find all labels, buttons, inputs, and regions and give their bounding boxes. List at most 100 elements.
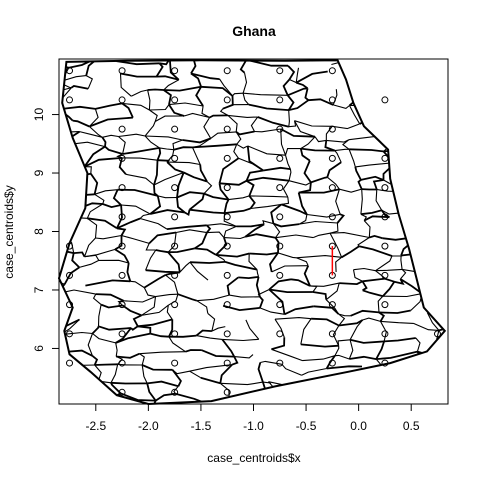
boundary-segment (145, 135, 183, 141)
centroid-point (381, 184, 389, 192)
boundary-segment (358, 245, 393, 257)
boundary-segment (229, 409, 247, 416)
boundary-segment (168, 104, 185, 117)
boundary-segment (42, 272, 50, 278)
boundary-segment (441, 378, 445, 384)
boundary-segment (222, 95, 234, 110)
boundary-segment (143, 274, 166, 289)
centroid-point (223, 154, 231, 162)
boundary-segment (121, 102, 134, 118)
boundary-segment (248, 195, 256, 210)
boundary-segment (199, 164, 208, 182)
boundary-segment (65, 349, 93, 357)
boundary-segment (189, 364, 233, 372)
boundary-segment (59, 87, 72, 98)
boundary-segment (280, 128, 287, 156)
boundary-segment (259, 296, 264, 309)
x-axis: -2.5 -2.0 -1.5 -1.0 -0.5 0.0 0.5 (85, 403, 420, 433)
boundary-segment (194, 232, 208, 250)
boundary-segment (300, 136, 316, 150)
boundary-segment (229, 294, 260, 298)
boundary-segment (357, 237, 370, 247)
boundary-segment (256, 269, 260, 278)
boundary-segment (288, 120, 297, 128)
boundary-segment (206, 224, 212, 234)
boundary-segment (166, 161, 184, 174)
boundary-segment (326, 176, 340, 190)
boundary-segment (457, 355, 465, 373)
boundary-segment (246, 180, 255, 197)
boundary-segment (401, 181, 407, 192)
boundary-segment (153, 171, 184, 186)
boundary-segment (47, 406, 73, 415)
boundary-segment (308, 98, 334, 106)
boundary-segment (84, 248, 116, 258)
boundary-segment (34, 124, 53, 133)
boundary-segment (287, 408, 297, 413)
boundary-segment (59, 334, 67, 353)
boundary-segment (130, 325, 139, 331)
boundary-segment (404, 148, 445, 157)
boundary-segment (163, 89, 172, 105)
boundary-segment (301, 367, 327, 376)
boundary-segment (364, 85, 386, 98)
boundary-segment (281, 203, 308, 216)
boundary-segment (116, 204, 123, 229)
boundary-segment (357, 74, 384, 81)
boundary-segment (116, 60, 160, 66)
boundary-segment (350, 309, 380, 317)
boundary-segment (288, 169, 292, 181)
boundary-segment (348, 149, 356, 168)
boundary-segment (462, 381, 467, 402)
boundary-segment (97, 380, 103, 402)
boundary-segment (401, 190, 445, 200)
boundary-segment (277, 252, 297, 259)
y-tick-label: 10 (32, 108, 46, 122)
boundary-segment (329, 222, 339, 234)
boundary-segment (401, 201, 434, 214)
boundary-segment (334, 150, 342, 163)
boundary-segment (441, 372, 445, 377)
boundary-segment (59, 87, 72, 110)
boundary-segment (353, 267, 376, 272)
boundary-segment (144, 121, 156, 137)
boundary-segment (284, 155, 291, 170)
boundary-segment (338, 313, 346, 326)
boundary-segment (394, 278, 405, 286)
centroid-point (223, 388, 231, 396)
boundary-segment (348, 136, 392, 141)
boundary-segment (427, 293, 438, 314)
boundary-segment (269, 252, 279, 273)
boundary-segment (84, 166, 92, 174)
boundary-segment (439, 339, 445, 344)
centroid-point (118, 388, 126, 396)
boundary-segment (104, 145, 123, 155)
boundary-segment (363, 220, 371, 238)
boundary-segment (95, 234, 122, 240)
boundary-segment (116, 352, 140, 359)
boundary-segment (399, 278, 423, 295)
boundary-segment (210, 131, 237, 139)
boundary-segment (177, 293, 198, 302)
boundary-segment (33, 249, 42, 272)
centroid-point (223, 359, 231, 367)
boundary-segment (405, 115, 418, 137)
boundary-segment (443, 175, 445, 199)
boundary-segment (155, 392, 176, 402)
centroid-point (171, 388, 179, 396)
boundary-segment (163, 85, 202, 92)
centroid-point (276, 125, 284, 133)
boundary-segment (297, 411, 338, 414)
boundary-segment (303, 160, 312, 183)
boundary-segment (304, 88, 309, 101)
boundary-segment (167, 161, 201, 166)
boundary-segment (246, 176, 290, 182)
boundary-segment (349, 105, 361, 125)
boundary-segment (118, 133, 146, 138)
boundary-segment (280, 128, 316, 138)
boundary-segment (139, 353, 145, 366)
boundary-segment (442, 223, 445, 229)
boundary-segment (114, 248, 130, 264)
boundary-segment (257, 362, 264, 383)
boundary-segment (110, 364, 119, 384)
